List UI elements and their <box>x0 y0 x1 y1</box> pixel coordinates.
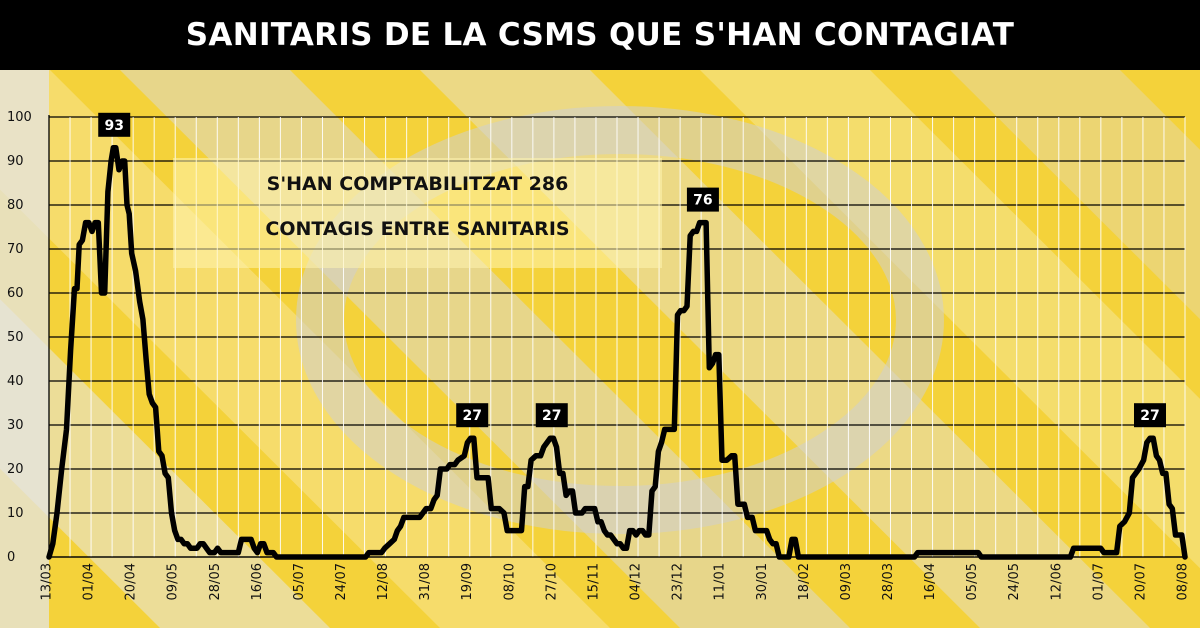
peak-label: 27 <box>1133 403 1166 428</box>
x-tick-label: 24/05 <box>1007 563 1022 600</box>
series-line <box>46 145 1188 560</box>
x-tick-label: 24/07 <box>334 563 349 600</box>
peak-label-box <box>686 187 719 212</box>
peak-label-text: 27 <box>542 408 561 424</box>
background-stripe <box>700 70 1200 569</box>
peak-label: 27 <box>456 403 489 428</box>
x-tick-label: 08/08 <box>1176 563 1191 600</box>
background-decoration <box>0 70 1200 628</box>
peak-label-box <box>98 112 131 137</box>
y-tick-label: 100 <box>7 110 32 125</box>
x-tick-label: 28/05 <box>208 563 223 600</box>
background-ring <box>296 106 944 534</box>
x-tick-label: 23/12 <box>671 563 686 600</box>
x-tick-label: 28/03 <box>881 563 896 600</box>
peak-label-text: 27 <box>462 408 481 424</box>
x-tick-label: 11/01 <box>713 563 728 600</box>
peak-label-text: 76 <box>693 193 712 209</box>
x-tick-label: 20/04 <box>124 563 139 600</box>
x-tick-label: 18/02 <box>797 563 812 600</box>
x-tick-label: 05/07 <box>292 563 307 600</box>
x-tick-label: 20/07 <box>1133 563 1148 600</box>
peak-label-text: 93 <box>104 118 123 134</box>
peak-label: 76 <box>686 187 719 212</box>
x-tick-label: 16/04 <box>923 563 938 600</box>
chart-area: 0 10 20 30 40 50 60 70 80 90 100 13/03 01/04 20/04 09/… <box>0 70 1200 628</box>
x-tick-label: 08/10 <box>502 563 517 600</box>
y-tick-label: 40 <box>7 374 24 389</box>
x-tick-label: 04/12 <box>629 563 644 600</box>
y-tick-label: 80 <box>7 198 24 213</box>
x-tick-label: 15/11 <box>586 563 601 600</box>
y-tick-label: 50 <box>7 330 24 345</box>
y-tick-label: 0 <box>7 550 15 565</box>
x-tick-label: 19/09 <box>460 563 475 600</box>
peak-label-box <box>535 403 568 428</box>
x-tick-label: 12/08 <box>376 563 391 600</box>
chart-title: SANITARIS DE LA CSMS QUE S'HAN CONTAGIAT <box>185 17 1015 53</box>
y-tick-label: 20 <box>7 462 24 477</box>
y-tick-label: 70 <box>7 242 24 257</box>
x-tick-label: 01/04 <box>82 563 97 600</box>
peak-label-box <box>1133 403 1166 428</box>
peak-label-box <box>456 403 489 428</box>
x-tick-label: 01/07 <box>1091 563 1106 600</box>
background-left-band <box>0 70 49 628</box>
x-tick-label: 30/01 <box>755 563 770 600</box>
summary-line-2: CONTAGIS ENTRE SANITARIS <box>265 218 570 240</box>
x-tick-label: 12/06 <box>1049 563 1064 600</box>
title-bar: SANITARIS DE LA CSMS QUE S'HAN CONTAGIAT <box>0 0 1200 70</box>
line-chart: 0 10 20 30 40 50 60 70 80 90 100 13/03 01/04 20/04 09/… <box>0 70 1200 628</box>
peak-label-text: 27 <box>1140 408 1159 424</box>
y-tick-label: 90 <box>7 154 24 169</box>
x-tick-label: 09/03 <box>839 563 854 600</box>
y-tick-label: 30 <box>7 418 24 433</box>
peak-label: 27 <box>535 403 568 428</box>
x-tick-label: 27/10 <box>544 563 559 600</box>
x-tick-label: 16/06 <box>250 563 265 600</box>
axes: 0 10 20 30 40 50 60 70 80 90 100 13/03 01/04 20/04 09/… <box>7 110 1191 600</box>
x-tick-label: 31/08 <box>418 563 433 600</box>
peak-labels: 93 27 27 76 27 <box>98 112 1166 428</box>
y-tick-label: 10 <box>7 506 24 521</box>
x-tick-label: 05/05 <box>965 563 980 600</box>
series-line-layer <box>46 145 1188 560</box>
background-stripe <box>950 70 1200 320</box>
peak-label: 93 <box>98 112 131 137</box>
y-tick-label: 60 <box>7 286 24 301</box>
x-tick-label: 13/03 <box>40 563 55 600</box>
x-tick-label: 09/05 <box>166 563 181 600</box>
summary-note: S'HAN COMPTABILITZAT 286 CONTAGIS ENTRE … <box>173 158 662 268</box>
summary-line-1: S'HAN COMPTABILITZAT 286 <box>266 173 569 195</box>
